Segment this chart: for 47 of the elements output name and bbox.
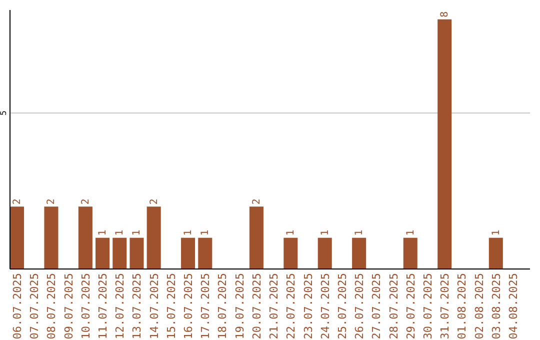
x-tick-label: 15.07.2025: [164, 273, 178, 340]
data-label: 2: [148, 198, 160, 205]
y-tick-label: 5: [0, 110, 8, 116]
x-tick-label: 04.08.2025: [506, 273, 520, 340]
x-tick-label: 20.07.2025: [250, 273, 264, 340]
data-label: 1: [200, 230, 212, 236]
data-label: 1: [320, 230, 331, 236]
x-tick-label: 01.08.2025: [456, 273, 469, 340]
x-tick-label: 07.07.2025: [28, 273, 42, 340]
x-tick-label: 12.07.2025: [114, 273, 127, 340]
data-label: 8: [440, 11, 451, 18]
x-tick-label: 23.07.2025: [302, 273, 315, 340]
x-tick-label: 11.07.2025: [96, 273, 110, 340]
data-label: 1: [183, 230, 194, 236]
data-label: 2: [46, 198, 58, 205]
data-label: 1: [405, 230, 416, 236]
x-tick-label: 19.07.2025: [233, 273, 246, 340]
data-label: 1: [354, 230, 366, 236]
x-tick-label: 09.07.2025: [62, 273, 76, 340]
data-label: 2: [80, 198, 92, 205]
x-tick-label: 29.07.2025: [404, 273, 418, 340]
data-label: 1: [98, 230, 109, 236]
data-label: 1: [286, 230, 297, 236]
x-tick-label: 10.07.2025: [79, 273, 92, 340]
x-tick-label: 16.07.2025: [182, 273, 196, 340]
x-tick-label: 03.08.2025: [490, 273, 503, 340]
data-label: 1: [114, 230, 126, 236]
x-tick-label: 21.07.2025: [268, 273, 281, 340]
x-tick-label: 28.07.2025: [387, 273, 400, 340]
x-tick-label: 13.07.2025: [130, 273, 144, 340]
data-label: 2: [251, 198, 262, 205]
x-tick-label: 24.07.2025: [318, 273, 332, 340]
x-tick-label: 26.07.2025: [353, 273, 366, 340]
x-tick-label: 17.07.2025: [199, 273, 212, 340]
x-tick-label: 25.07.2025: [336, 273, 349, 340]
x-tick-label: 14.07.2025: [148, 273, 161, 340]
x-tick-label: 30.07.2025: [421, 273, 434, 340]
x-tick-label: 31.07.2025: [438, 273, 452, 340]
x-tick-label: 08.07.2025: [45, 273, 58, 340]
data-label: 1: [490, 230, 502, 236]
data-label: 2: [12, 198, 24, 205]
x-tick-label: 02.08.2025: [472, 273, 486, 340]
data-label: 1: [132, 230, 143, 236]
x-tick-label: 27.07.2025: [370, 273, 384, 340]
x-tick-label: 22.07.2025: [284, 273, 298, 340]
x-tick-label: 18.07.2025: [216, 273, 230, 340]
x-tick-label: 06.07.2025: [11, 273, 24, 340]
